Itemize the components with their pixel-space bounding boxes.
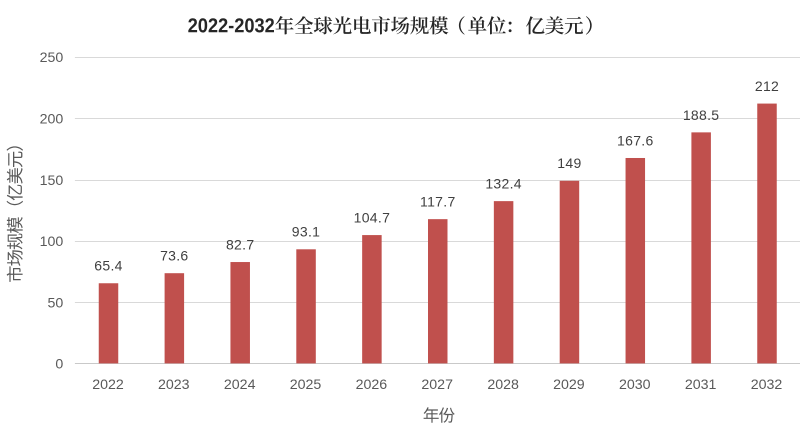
svg-text:167.6: 167.6	[617, 132, 654, 148]
svg-text:132.4: 132.4	[485, 176, 522, 192]
svg-text:73.6: 73.6	[160, 248, 188, 264]
svg-text:2026: 2026	[356, 377, 388, 393]
svg-text:2031: 2031	[685, 377, 717, 393]
svg-text:212: 212	[755, 78, 779, 94]
svg-text:2030: 2030	[619, 377, 651, 393]
svg-text:104.7: 104.7	[354, 210, 391, 226]
svg-text:65.4: 65.4	[94, 258, 122, 274]
svg-text:2022: 2022	[92, 377, 124, 393]
svg-text:2028: 2028	[487, 377, 519, 393]
svg-text:2023: 2023	[158, 377, 190, 393]
svg-text:50: 50	[48, 295, 64, 311]
svg-text:93.1: 93.1	[292, 224, 320, 240]
svg-text:2032: 2032	[751, 377, 783, 393]
svg-text:100: 100	[40, 234, 64, 250]
svg-text:150: 150	[40, 173, 64, 189]
svg-text:82.7: 82.7	[226, 236, 254, 252]
svg-text:0: 0	[55, 357, 63, 373]
svg-text:2024: 2024	[224, 377, 256, 393]
svg-text:117.7: 117.7	[420, 194, 456, 210]
svg-text:2025: 2025	[290, 377, 322, 393]
svg-text:2027: 2027	[421, 377, 453, 393]
svg-text:188.5: 188.5	[683, 107, 720, 123]
svg-text:2029: 2029	[553, 377, 585, 393]
svg-text:200: 200	[40, 112, 64, 128]
svg-text:250: 250	[40, 50, 64, 66]
svg-text:149: 149	[557, 155, 581, 171]
